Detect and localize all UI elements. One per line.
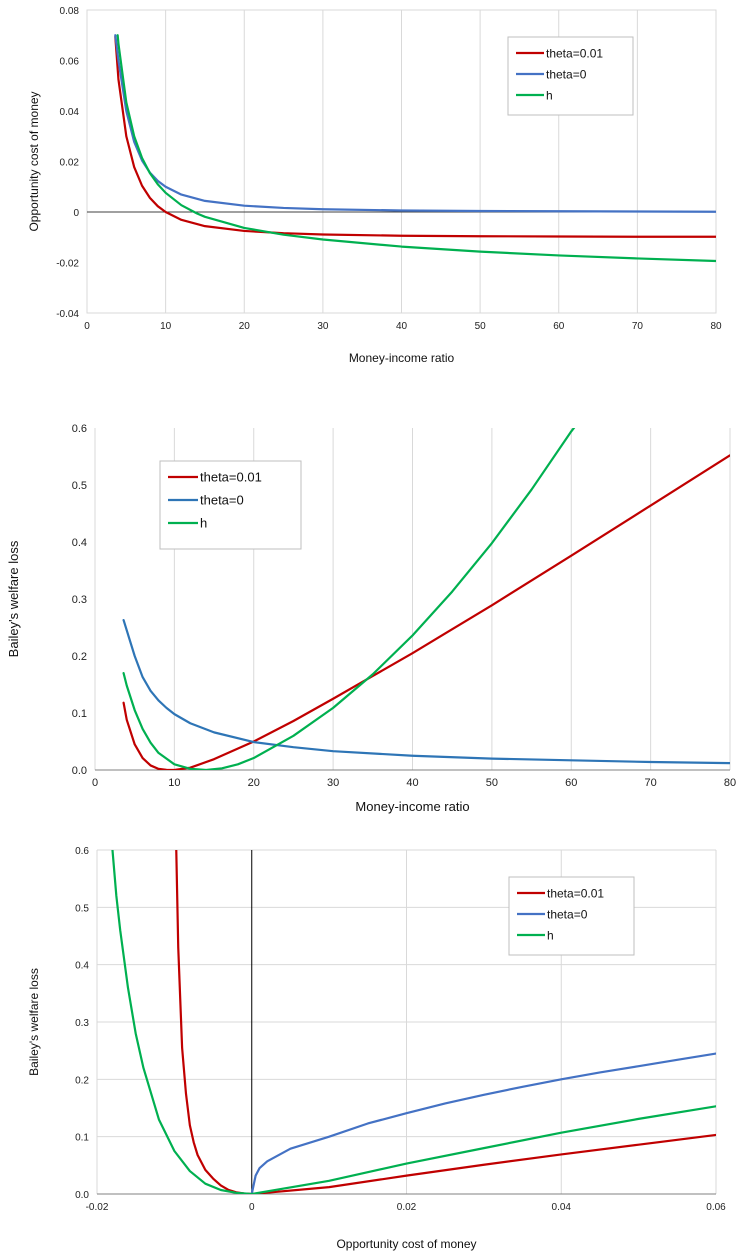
x-tick-label: 60 [565, 777, 577, 789]
legend-label: theta=0 [547, 908, 588, 922]
x-tick-label: -0.02 [86, 1202, 109, 1213]
y-axis-title: Opportunity cost of money [27, 91, 41, 231]
series-line-theta-0-01 [114, 35, 716, 238]
x-tick-label: 40 [406, 777, 418, 789]
y-tick-label: 0.1 [72, 708, 87, 720]
y-tick-label: 0.08 [60, 6, 80, 17]
y-tick-label: 0.3 [75, 1018, 89, 1029]
x-tick-label: 40 [396, 321, 408, 332]
y-tick-label: 0.2 [75, 1075, 89, 1086]
y-tick-label: 0.3 [72, 594, 87, 606]
series-line-h [122, 428, 576, 770]
y-tick-label: 0.1 [75, 1133, 89, 1144]
chart-opportunity-cost: 0 10 20 30 40 50 60 70 80 -0.04 -0.02 0 0.02 0.04 0.06… [27, 6, 722, 365]
y-tick-label: 0.6 [75, 846, 89, 857]
y-tick-label: 0.5 [72, 480, 87, 492]
x-tick-label: 20 [248, 777, 260, 789]
legend-label: h [546, 89, 553, 103]
y-tick-label: 0.06 [60, 57, 80, 68]
legend-label: theta=0.01 [547, 887, 604, 901]
y-tick-label: 0.4 [75, 961, 89, 972]
y-tick-label: -0.02 [56, 259, 79, 270]
x-tick-label: 0 [249, 1202, 255, 1213]
x-tick-label: 0.04 [552, 1202, 572, 1213]
x-tick-label: 70 [645, 777, 657, 789]
series-line-h [111, 850, 716, 1194]
y-tick-label: 0.5 [75, 903, 89, 914]
legend: theta=0.01 theta=0 h [508, 876, 635, 956]
x-tick-label: 10 [160, 321, 172, 332]
x-tick-label: 80 [724, 777, 736, 789]
x-tick-label: 60 [553, 321, 565, 332]
legend-box [159, 460, 302, 550]
chart-welfare-loss-vs-ratio: 0 10 20 30 40 50 60 70 80 0.0 0.1 0.2 0.3 0.4 0.5 0.6 th… [6, 423, 736, 814]
y-tick-label: 0 [73, 208, 79, 219]
y-tick-label: 0.0 [75, 1190, 89, 1201]
series-line-theta-0-01 [122, 454, 730, 770]
legend-box [507, 36, 634, 116]
legend: theta=0.01 theta=0 h [159, 460, 302, 550]
x-tick-label: 0.06 [706, 1202, 726, 1213]
y-tick-label: -0.04 [56, 309, 79, 320]
legend-label: theta=0 [200, 493, 244, 508]
chart-welfare-loss-vs-cost: -0.02 0 0.02 0.04 0.06 0.0 0.1 0.2 0.3 0.4 0.5 0.6 t… [27, 846, 726, 1251]
legend-label: theta=0.01 [200, 470, 262, 485]
y-tick-label: 0.04 [60, 107, 80, 118]
y-tick-label: 0.02 [60, 158, 80, 169]
series-group [111, 850, 716, 1194]
x-tick-label: 10 [168, 777, 180, 789]
legend-label: h [547, 929, 554, 943]
series-line-h [116, 34, 716, 263]
x-axis-title: Money-income ratio [355, 799, 469, 814]
x-tick-label: 20 [239, 321, 251, 332]
x-tick-label: 50 [486, 777, 498, 789]
x-tick-label: 0 [84, 321, 90, 332]
y-tick-label: 0.4 [72, 537, 87, 549]
y-axis-title: Bailey's welfare loss [6, 540, 21, 657]
y-axis-title: Bailey's welfare loss [27, 968, 41, 1076]
x-axis-title: Opportunity cost of money [336, 1237, 476, 1251]
legend-label: theta=0 [546, 68, 587, 82]
series-group [114, 34, 716, 263]
series-line-theta-0 [250, 1052, 716, 1194]
legend-label: h [200, 516, 207, 531]
legend: theta=0.01 theta=0 h [507, 36, 634, 116]
y-tick-label: 0.0 [72, 765, 87, 777]
legend-label: theta=0.01 [546, 47, 603, 61]
legend-box [508, 876, 635, 956]
x-tick-label: 80 [710, 321, 722, 332]
x-tick-label: 50 [475, 321, 487, 332]
y-tick-label: 0.6 [72, 423, 87, 435]
x-tick-label: 0.02 [397, 1202, 417, 1213]
x-tick-label: 30 [327, 777, 339, 789]
x-axis-title: Money-income ratio [349, 351, 455, 365]
series-line-theta-0 [114, 34, 716, 213]
series-line-theta-0-01 [175, 850, 716, 1194]
x-tick-label: 70 [632, 321, 644, 332]
series-line-theta-0 [122, 618, 730, 765]
x-tick-label: 30 [317, 321, 329, 332]
series-group [122, 428, 730, 770]
x-tick-label: 0 [92, 777, 98, 789]
y-tick-label: 0.2 [72, 651, 87, 663]
